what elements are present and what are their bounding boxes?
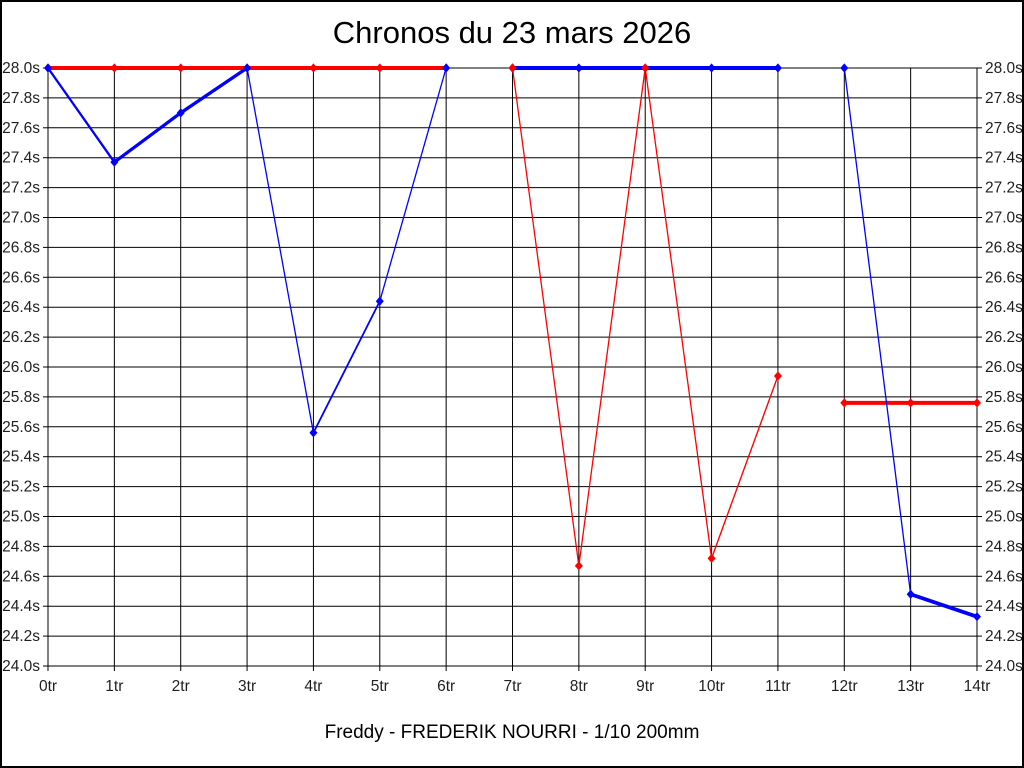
y-tick-label-left: 24.2s <box>2 628 40 645</box>
y-tick-label-right: 25.6s <box>985 419 1023 436</box>
red-series-marker <box>110 63 119 73</box>
series-markers <box>44 63 981 622</box>
red-series-marker <box>906 398 915 408</box>
red-series-marker <box>707 553 716 563</box>
series-lines <box>46 66 979 619</box>
blue-series-marker <box>176 108 185 118</box>
y-tick-label-right: 25.8s <box>985 389 1023 406</box>
blue-series-marker <box>44 63 52 73</box>
grid-lines <box>47 67 978 667</box>
blue-series-marker <box>840 63 849 73</box>
x-tick-label: 13tr <box>897 678 924 695</box>
y-tick-label-right: 24.4s <box>985 598 1023 615</box>
y-tick-label-left: 24.8s <box>2 538 40 555</box>
axis-tick-labels: 0tr 1tr 2tr 3tr 4tr 5tr 6tr 7tr 8tr 9tr 10tr 11tr 12… <box>2 60 1023 695</box>
y-tick-label-left: 26.8s <box>2 239 40 256</box>
blue-series-marker <box>574 63 583 73</box>
red-series-marker <box>508 63 517 73</box>
y-tick-label-left: 24.4s <box>2 598 40 615</box>
red-series-marker <box>840 398 849 408</box>
y-tick-label-right: 27.2s <box>985 180 1023 197</box>
y-tick-label-left: 25.6s <box>2 419 40 436</box>
chart-footer: Freddy - FREDERIK NOURRI - 1/10 200mm <box>324 722 700 743</box>
blue-series-marker <box>973 612 981 622</box>
y-tick-label-left: 27.2s <box>2 180 40 197</box>
red-series-marker <box>973 398 981 408</box>
y-tick-label-right: 24.8s <box>985 538 1023 555</box>
x-tick-label: 3tr <box>238 678 256 695</box>
y-tick-label-left: 25.8s <box>2 389 40 406</box>
y-tick-label-left: 26.2s <box>2 329 40 346</box>
blue-series-marker <box>773 63 782 73</box>
x-tick-label: 12tr <box>831 678 858 695</box>
blue-series-line <box>46 66 979 619</box>
y-tick-label-left: 27.8s <box>2 90 40 107</box>
x-tick-label: 9tr <box>636 678 654 695</box>
y-tick-label-right: 24.0s <box>985 658 1023 675</box>
y-tick-label-left: 24.0s <box>2 658 40 675</box>
y-tick-label-right: 25.0s <box>985 509 1023 526</box>
x-tick-label: 14tr <box>964 678 991 695</box>
y-tick-label-right: 26.6s <box>985 269 1023 286</box>
x-tick-label: 8tr <box>570 678 588 695</box>
y-tick-label-left: 26.4s <box>2 299 40 316</box>
x-tick-label: 1tr <box>105 678 123 695</box>
y-tick-label-left: 26.6s <box>2 269 40 286</box>
x-tick-label: 6tr <box>437 678 455 695</box>
blue-series-marker <box>375 296 384 306</box>
y-tick-label-right: 27.8s <box>985 90 1023 107</box>
y-tick-label-left: 25.4s <box>2 449 40 466</box>
blue-series-marker <box>707 63 716 73</box>
chart-title: Chronos du 23 mars 2026 <box>332 15 692 50</box>
y-tick-label-left: 27.6s <box>2 120 40 137</box>
y-tick-label-right: 25.2s <box>985 479 1023 496</box>
x-tick-label: 7tr <box>503 678 521 695</box>
y-tick-label-right: 26.2s <box>985 329 1023 346</box>
red-series-marker <box>773 371 782 381</box>
y-tick-label-right: 27.4s <box>985 150 1023 167</box>
blue-series-marker <box>309 428 318 438</box>
y-tick-label-left: 28.0s <box>2 60 40 77</box>
x-tick-label: 10tr <box>698 678 725 695</box>
red-series-marker <box>574 561 583 571</box>
y-tick-label-left: 27.4s <box>2 150 40 167</box>
x-tick-label: 5tr <box>371 678 389 695</box>
y-tick-label-left: 25.0s <box>2 509 40 526</box>
y-tick-label-left: 26.0s <box>2 359 40 376</box>
y-tick-label-right: 26.8s <box>985 239 1023 256</box>
y-tick-label-right: 27.6s <box>985 120 1023 137</box>
red-series-marker <box>309 63 318 73</box>
blue-series-marker <box>243 63 252 73</box>
x-tick-label: 11tr <box>765 678 791 695</box>
red-series-marker <box>641 63 650 73</box>
axis-ticks <box>43 67 982 671</box>
y-tick-label-right: 25.4s <box>985 449 1023 466</box>
red-series-marker <box>375 63 384 73</box>
blue-series-marker <box>110 157 119 167</box>
y-tick-label-left: 24.6s <box>2 568 40 585</box>
blue-series-marker <box>442 63 451 73</box>
y-tick-label-right: 24.6s <box>985 568 1023 585</box>
red-series-marker <box>176 63 185 73</box>
y-tick-label-left: 25.2s <box>2 479 40 496</box>
x-tick-label: 0tr <box>39 678 57 695</box>
y-tick-label-left: 27.0s <box>2 210 40 227</box>
y-tick-label-right: 24.2s <box>985 628 1023 645</box>
y-tick-label-right: 27.0s <box>985 210 1023 227</box>
y-tick-label-right: 28.0s <box>985 60 1023 77</box>
blue-series-marker <box>906 589 915 599</box>
y-tick-label-right: 26.4s <box>985 299 1023 316</box>
x-tick-label: 2tr <box>172 678 190 695</box>
red-series-line <box>46 66 979 567</box>
x-tick-label: 4tr <box>304 678 322 695</box>
y-tick-label-right: 26.0s <box>985 359 1023 376</box>
